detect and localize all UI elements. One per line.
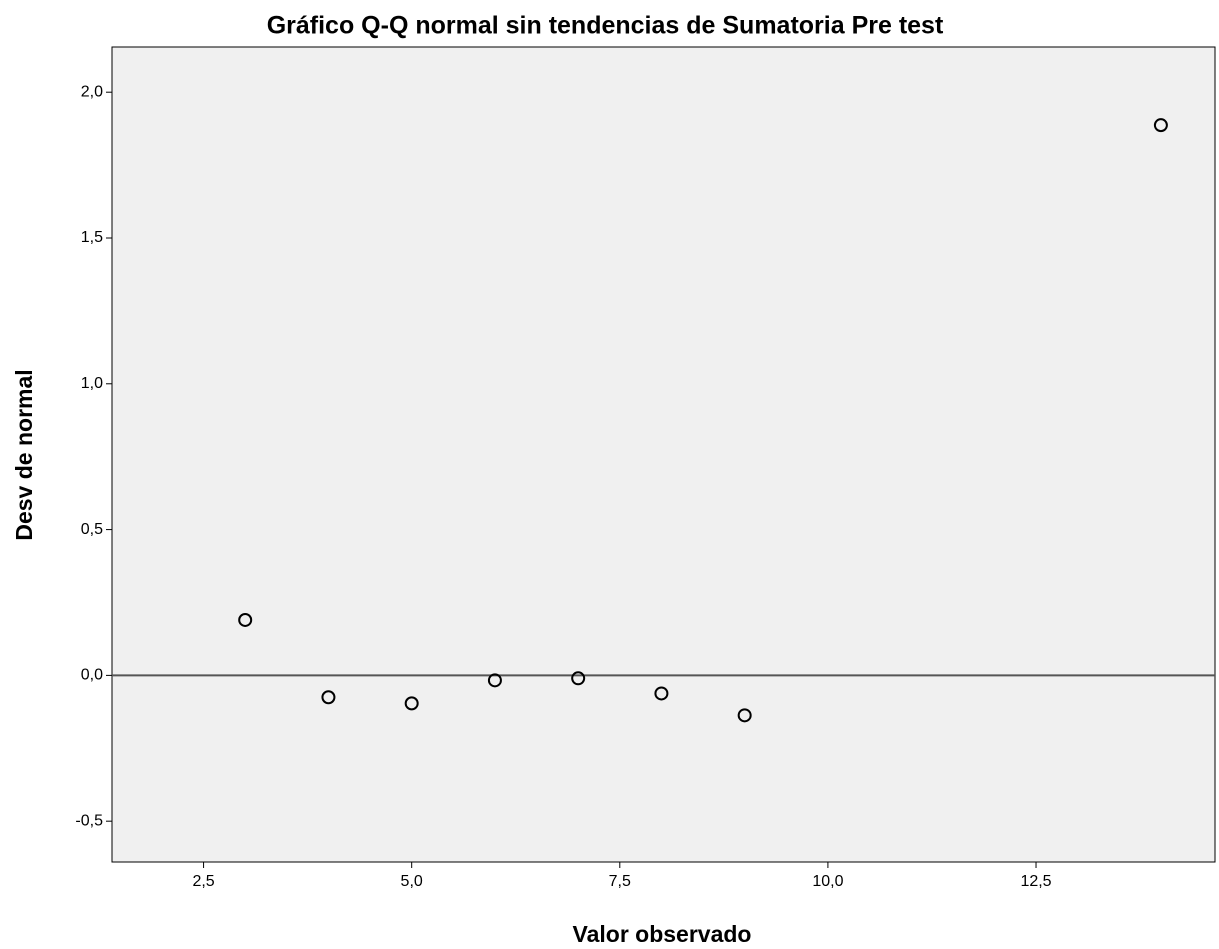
y-tick-label: -0,5 [75, 812, 103, 829]
x-tick-label: 10,0 [812, 873, 843, 890]
x-axis-label: Valor observado [573, 921, 752, 947]
y-tick-label: 0,5 [81, 521, 103, 538]
point [654, 686, 669, 701]
point [737, 708, 752, 723]
y-tick-label: 0,0 [81, 667, 103, 684]
point [571, 671, 586, 686]
y-tick-label: 1,5 [81, 229, 103, 246]
x-tick-label: 5,0 [401, 873, 423, 890]
y-axis-label: Desv de normal [11, 369, 37, 540]
y-tick-label: 2,0 [81, 83, 103, 100]
point [1153, 118, 1168, 133]
plot-area [111, 46, 1216, 863]
x-tick-label: 2,5 [192, 873, 214, 890]
y-tick-label: 1,0 [81, 375, 103, 392]
point [404, 696, 419, 711]
point [321, 690, 336, 705]
point [238, 612, 253, 627]
point [487, 673, 502, 688]
chart-title: Gráfico Q-Q normal sin tendencias de Sum… [267, 12, 944, 40]
x-tick-label: 12,5 [1020, 873, 1051, 890]
x-tick-label: 7,5 [609, 873, 631, 890]
